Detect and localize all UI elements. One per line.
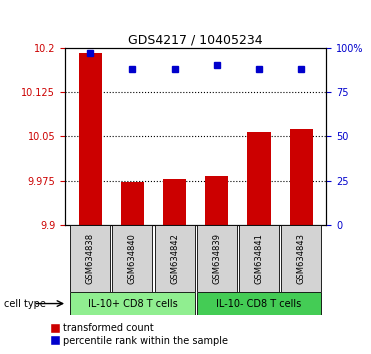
Text: GSM634842: GSM634842 xyxy=(170,233,179,284)
Text: IL-10- CD8 T cells: IL-10- CD8 T cells xyxy=(216,298,302,309)
Bar xyxy=(121,182,144,225)
FancyBboxPatch shape xyxy=(239,225,279,292)
Text: GSM634841: GSM634841 xyxy=(255,233,263,284)
Text: GSM634840: GSM634840 xyxy=(128,233,137,284)
Title: GDS4217 / 10405234: GDS4217 / 10405234 xyxy=(128,34,263,47)
Bar xyxy=(247,132,270,225)
FancyBboxPatch shape xyxy=(281,225,321,292)
Bar xyxy=(205,176,229,225)
FancyBboxPatch shape xyxy=(155,225,195,292)
Text: GSM634843: GSM634843 xyxy=(297,233,306,284)
Text: cell type: cell type xyxy=(4,298,46,309)
Bar xyxy=(79,52,102,225)
FancyBboxPatch shape xyxy=(70,225,110,292)
FancyBboxPatch shape xyxy=(112,225,152,292)
Legend: transformed count, percentile rank within the sample: transformed count, percentile rank withi… xyxy=(51,324,228,346)
FancyBboxPatch shape xyxy=(197,292,321,315)
Bar xyxy=(163,179,186,225)
FancyBboxPatch shape xyxy=(197,225,237,292)
Text: GSM634839: GSM634839 xyxy=(212,233,221,284)
Bar xyxy=(290,129,313,225)
FancyBboxPatch shape xyxy=(70,292,195,315)
Text: IL-10+ CD8 T cells: IL-10+ CD8 T cells xyxy=(88,298,177,309)
Text: GSM634838: GSM634838 xyxy=(86,233,95,284)
